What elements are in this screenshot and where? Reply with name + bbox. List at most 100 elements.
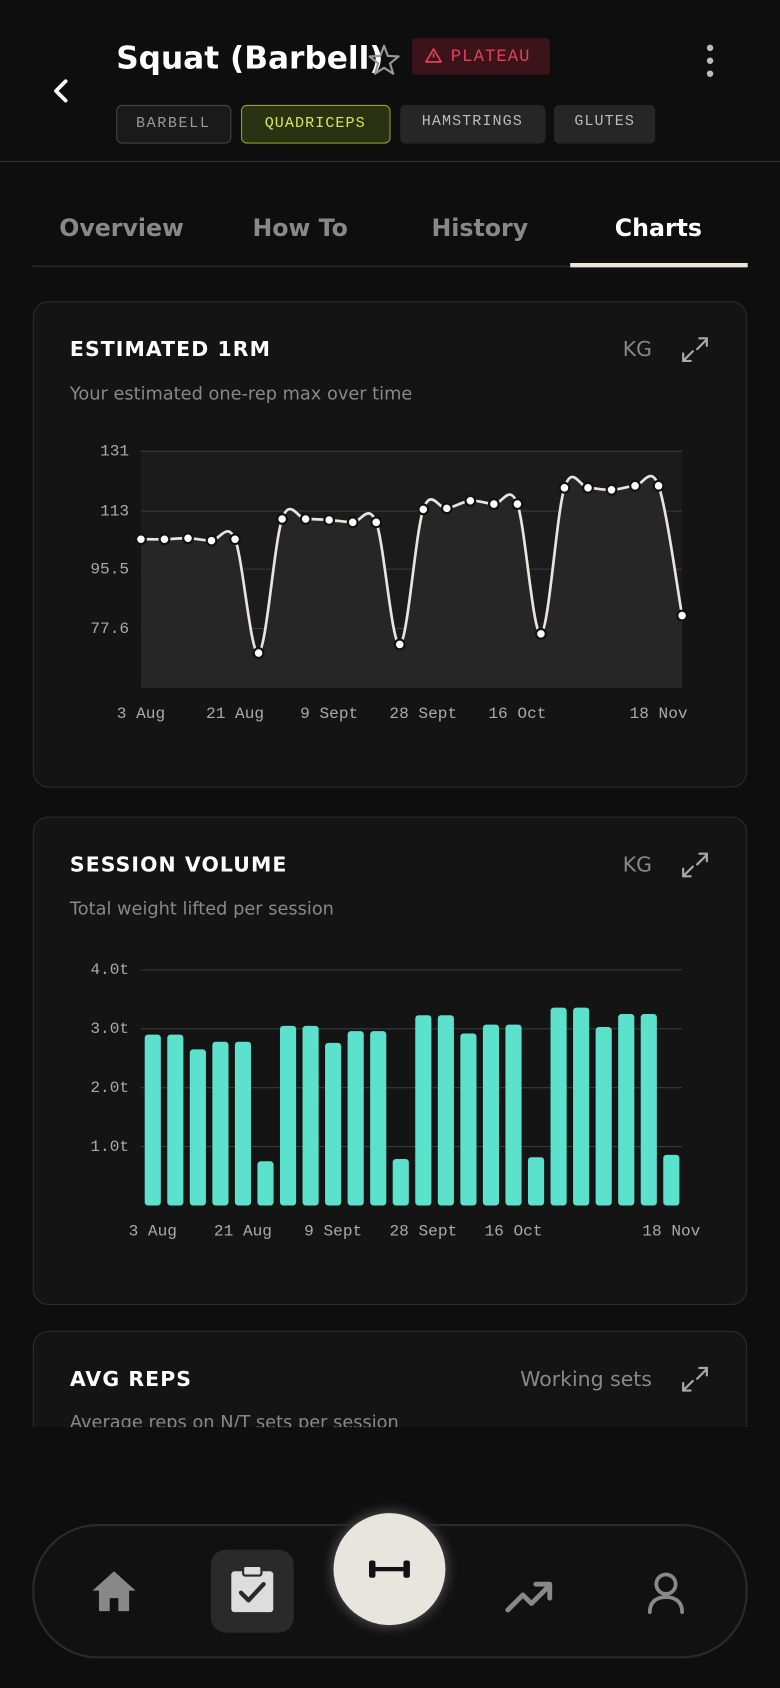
tag-chip	[400, 104, 546, 144]
tab[interactable]: Charts	[615, 214, 702, 242]
point	[370, 516, 383, 529]
card-unit: Working sets	[520, 1367, 652, 1391]
bar	[482, 1024, 500, 1206]
bar	[257, 1161, 274, 1206]
card-background	[32, 816, 748, 1306]
expand-icon[interactable]	[682, 852, 708, 878]
bar	[279, 1025, 297, 1206]
dumbbell-bar	[375, 1566, 404, 1572]
tab-bar: Overview How To History Charts	[32, 214, 748, 268]
tag-label: HAMSTRINGS	[422, 112, 523, 130]
nav-profile[interactable]	[647, 1572, 684, 1615]
exercise-title: Squat (Barbell)	[116, 41, 383, 77]
bottom-nav	[32, 1500, 748, 1659]
point	[205, 534, 218, 547]
point	[393, 638, 406, 651]
bar	[302, 1025, 319, 1206]
point	[323, 514, 336, 526]
bar	[505, 1024, 522, 1206]
bar	[370, 1031, 387, 1206]
x-tick-label: 28 Sept	[389, 705, 457, 723]
expand-icon[interactable]	[682, 337, 708, 363]
point	[629, 479, 641, 492]
card-title: SESSION VOLUME	[70, 853, 287, 877]
point	[299, 513, 312, 525]
y-tick-label: 113	[100, 502, 129, 520]
bar	[415, 1015, 432, 1206]
x-tick-label: 21 Aug	[206, 705, 264, 723]
x-tick-label: 16 Oct	[488, 705, 546, 723]
y-tick-label: 2.0t	[90, 1079, 129, 1097]
bar	[595, 1027, 612, 1206]
bar	[189, 1049, 206, 1206]
card-title: AVG REPS	[70, 1367, 192, 1391]
card-unit: KG	[623, 853, 652, 877]
bar	[573, 1007, 590, 1206]
tag-label: BARBELL	[136, 114, 211, 132]
card-background	[32, 1330, 748, 1428]
y-tick-label: 131	[100, 443, 129, 461]
point	[135, 533, 147, 546]
tag-chip	[116, 104, 232, 144]
bar	[347, 1031, 364, 1206]
x-tick-label: 9 Sept	[300, 705, 358, 723]
point	[605, 483, 618, 496]
tab[interactable]: History	[432, 214, 529, 242]
card-title: ESTIMATED 1RM	[70, 337, 271, 361]
point	[229, 533, 241, 546]
expand-button[interactable]	[682, 1366, 708, 1392]
y-tick-label: 4.0t	[90, 961, 129, 979]
tab[interactable]: How To	[252, 214, 347, 242]
point	[652, 479, 665, 492]
card-unit: KG	[623, 337, 652, 361]
point	[182, 532, 194, 545]
back-button[interactable]	[54, 79, 68, 103]
bar	[550, 1007, 567, 1206]
reps-card: AVG REPS Working sets Average reps on N/…	[32, 1330, 748, 1433]
bar	[325, 1042, 342, 1206]
y-tick-label: 3.0t	[90, 1020, 129, 1038]
plateau-label: PLATEAU	[451, 48, 531, 67]
bar	[392, 1158, 409, 1206]
point	[417, 503, 430, 516]
tag-chip-active	[240, 104, 391, 144]
dumbbell-icon	[369, 1560, 410, 1578]
y-tick-label: 1.0t	[90, 1138, 129, 1156]
point	[346, 516, 359, 529]
x-tick-label: 21 Aug	[214, 1223, 272, 1241]
clipboard-clip	[242, 1564, 263, 1577]
more-menu[interactable]	[706, 44, 714, 77]
nav-home[interactable]	[92, 1571, 136, 1612]
favorite-star[interactable]	[368, 44, 400, 75]
tag-chip	[554, 104, 656, 144]
x-tick-label: 18 Nov	[642, 1223, 700, 1241]
card-subtitle: Total weight lifted per session	[69, 900, 334, 920]
check-icon	[238, 1582, 266, 1603]
y-tick-label: 77.6	[90, 620, 129, 638]
header: Squat (Barbell) PLATEAU BARBELL QUADRICE…	[0, 38, 780, 162]
chart-card: SESSION VOLUME KG Total weight lifted per …	[32, 816, 748, 1306]
bar	[144, 1034, 161, 1206]
bar	[618, 1014, 635, 1206]
card-subtitle: Average reps on N/T sets per session	[70, 1413, 399, 1433]
tag-label: QUADRICEPS	[265, 114, 366, 132]
tab[interactable]: Overview	[59, 214, 184, 242]
bar	[212, 1041, 229, 1206]
point	[582, 481, 594, 494]
dumbbell-plate	[369, 1560, 376, 1578]
nav-progress[interactable]	[505, 1581, 553, 1613]
x-tick-label: 3 Aug	[129, 1223, 177, 1241]
bar	[167, 1034, 184, 1206]
profile-body	[647, 1595, 684, 1615]
card-subtitle: Your estimated one-rep max over time	[69, 384, 412, 404]
tag-label: GLUTES	[574, 112, 635, 130]
dumbbell-plate	[403, 1560, 410, 1578]
x-tick-label: 28 Sept	[389, 1223, 457, 1241]
point	[276, 513, 289, 525]
clipboard-icon	[231, 1571, 274, 1613]
x-tick-label: 3 Aug	[117, 705, 165, 723]
x-tick-label: 18 Nov	[630, 705, 688, 723]
